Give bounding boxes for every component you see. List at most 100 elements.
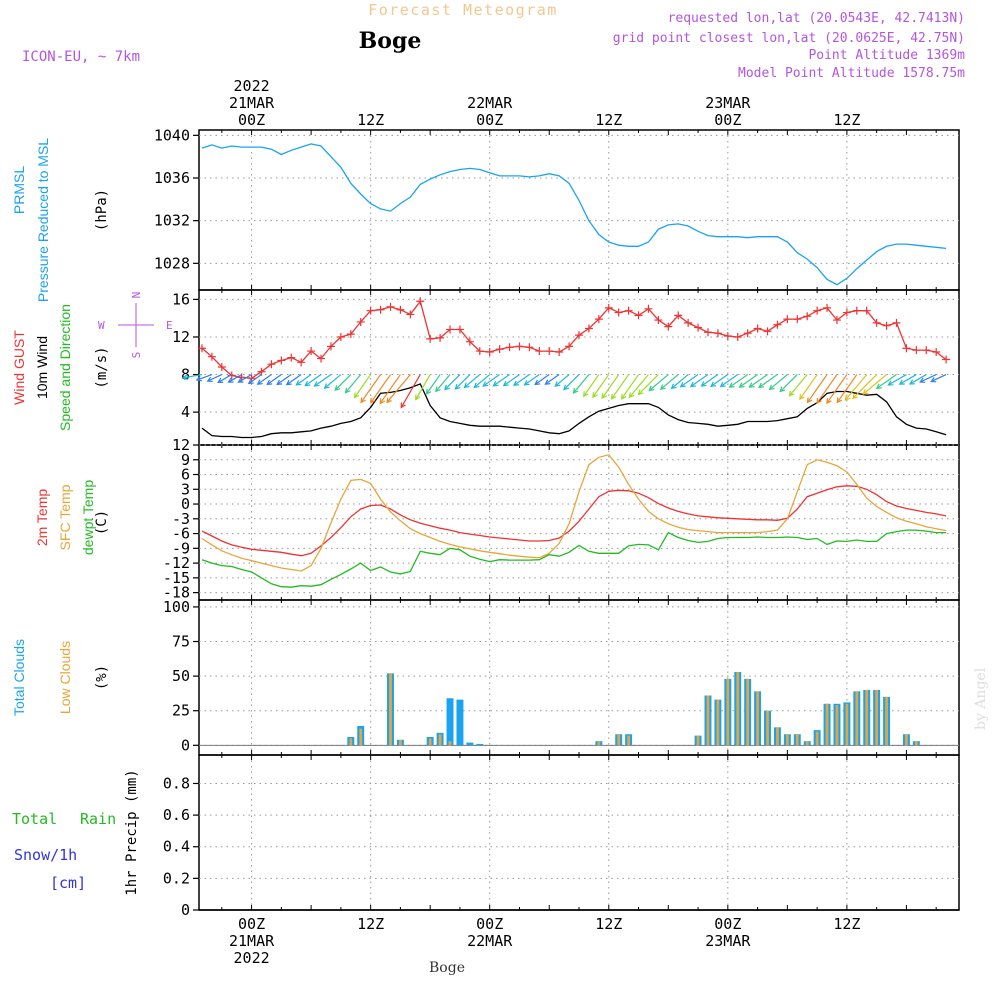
wind-arrow-head bbox=[875, 383, 882, 390]
gust-marker bbox=[942, 355, 951, 364]
wind-arrow bbox=[554, 374, 570, 387]
wind-arrow-head bbox=[544, 379, 551, 385]
y-tick-label: 1040 bbox=[154, 126, 190, 144]
gust-marker bbox=[336, 332, 345, 341]
wind-arrow bbox=[534, 374, 550, 385]
wind-arrow-head bbox=[256, 379, 263, 385]
wind-arrow bbox=[276, 374, 292, 385]
wind-arrow-head bbox=[826, 398, 832, 405]
wind-arrow bbox=[758, 374, 778, 388]
top-time-label: 00Z bbox=[476, 111, 503, 129]
wind-arrow-head bbox=[728, 382, 735, 388]
wind-arrow-head bbox=[768, 384, 775, 391]
wind-arrow bbox=[207, 374, 223, 382]
gust-marker bbox=[664, 322, 673, 331]
wind-arrow-head bbox=[898, 379, 905, 385]
y-tick-label: -9 bbox=[172, 539, 190, 557]
panel-frame bbox=[198, 444, 960, 601]
y-tick-label: 12 bbox=[172, 328, 190, 346]
y-tick-label: 4 bbox=[181, 403, 190, 421]
wind-arrow-head bbox=[360, 397, 366, 404]
wind-arrow bbox=[266, 374, 282, 385]
low-clouds-label: Low Clouds bbox=[57, 641, 73, 714]
wind-arrow-head bbox=[492, 381, 499, 387]
gust-marker bbox=[674, 311, 683, 320]
wind-arrow-head bbox=[247, 378, 254, 385]
low-cloud-bar bbox=[815, 731, 819, 746]
y-tick-label: 0 bbox=[181, 736, 190, 754]
wind-arrow bbox=[749, 374, 768, 388]
y-axis-label: (C) bbox=[94, 510, 110, 535]
gust-marker bbox=[862, 306, 871, 315]
gust-marker bbox=[555, 348, 564, 356]
wind-arrow bbox=[386, 374, 411, 403]
series-line bbox=[201, 454, 947, 572]
point-altitude: Point Altitude 1369m bbox=[808, 48, 965, 63]
low-cloud-bar bbox=[349, 738, 353, 746]
gust-marker bbox=[317, 354, 326, 363]
bottom-time-label: 12Z bbox=[357, 915, 384, 933]
wind-arrow-head bbox=[370, 397, 376, 404]
wind-arrow bbox=[671, 374, 689, 389]
y-tick-label: 0 bbox=[181, 495, 190, 513]
y-tick-label: 3 bbox=[181, 480, 190, 498]
gust-marker bbox=[922, 346, 931, 355]
wind-arrow bbox=[621, 374, 640, 400]
wind-arrow bbox=[464, 374, 481, 388]
gust-marker bbox=[763, 327, 772, 336]
gust-marker bbox=[376, 305, 385, 314]
low-cloud-bar bbox=[359, 728, 363, 746]
top-time-label: 21MAR bbox=[229, 94, 275, 112]
panel-pressure: 1028 1032 1036 1040 (hPa) PRMSL Pressure Reduc… bbox=[11, 126, 960, 302]
wind-arrow bbox=[816, 374, 838, 404]
wind-arrow-head bbox=[344, 387, 351, 394]
gust-marker bbox=[287, 353, 296, 362]
wind-arrow-head bbox=[444, 384, 450, 391]
wind-arrow bbox=[876, 374, 897, 389]
gust-marker bbox=[495, 345, 504, 354]
wind-arrow bbox=[769, 374, 788, 390]
wind-arrow bbox=[844, 374, 868, 401]
total-cloud-bar bbox=[446, 698, 454, 746]
wind-arrow-head bbox=[758, 382, 765, 389]
wind-arrow-head bbox=[930, 377, 937, 383]
wind-arrow-head bbox=[628, 392, 635, 399]
wind-arrow bbox=[739, 374, 758, 388]
requested-coords: requested lon,lat (20.0543E, 42.7413N) bbox=[668, 11, 965, 26]
wind-arrow bbox=[888, 374, 907, 386]
wind-arrow bbox=[435, 374, 451, 392]
wind-arrow-head bbox=[386, 397, 392, 404]
total-label: Total bbox=[12, 810, 57, 828]
compass-n: N bbox=[130, 292, 143, 299]
low-cloud-bar bbox=[627, 735, 630, 746]
y-axis-label: 1hr Precip (mm) bbox=[124, 769, 140, 895]
wind-arrow-head bbox=[779, 386, 786, 393]
wind-arrow bbox=[228, 374, 242, 383]
wind-arrow-head bbox=[534, 379, 541, 386]
wind-arrow bbox=[680, 374, 699, 388]
wind-arrow bbox=[909, 374, 927, 385]
gust-marker bbox=[624, 306, 633, 315]
wind-arrow-head bbox=[659, 384, 666, 391]
y-tick-label: 0 bbox=[181, 901, 190, 919]
wind-arrow bbox=[182, 373, 203, 379]
credit-watermark: by Angel bbox=[973, 667, 989, 730]
gust-marker bbox=[446, 325, 455, 334]
wind-arrow-head bbox=[206, 376, 213, 383]
y-tick-label: 12 bbox=[172, 436, 190, 454]
bottom-time-label: 22MAR bbox=[467, 932, 513, 950]
wind-arrow-head bbox=[620, 393, 627, 400]
wind-arrow-head bbox=[582, 391, 589, 398]
low-cloud-bar bbox=[756, 691, 759, 746]
wind-arrow-head bbox=[512, 380, 520, 387]
top-time-label: 12Z bbox=[595, 111, 622, 129]
pressure-label-long: Pressure Reduced to MSL bbox=[35, 138, 51, 302]
wind-arrow bbox=[930, 374, 947, 383]
gust-marker bbox=[257, 367, 266, 376]
wind-arrow bbox=[257, 374, 272, 385]
bottom-time-label: 00Z bbox=[476, 915, 503, 933]
bottom-time-label: 2022 bbox=[234, 949, 270, 967]
gust-marker bbox=[793, 315, 802, 324]
